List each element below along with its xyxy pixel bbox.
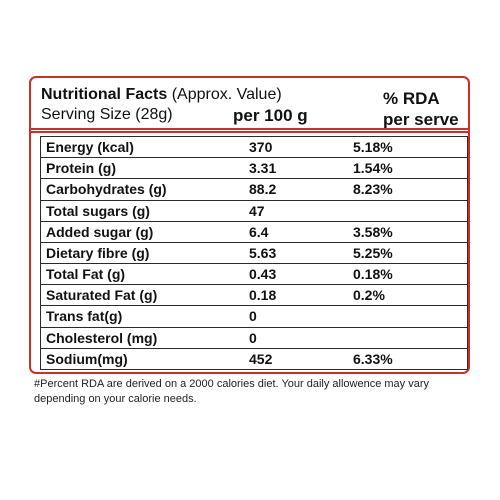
nutrient-name: Total sugars (g)	[40, 200, 249, 222]
nutrient-row: Carbohydrates (g) 88.2 8.23%	[40, 178, 468, 201]
nutrient-name: Dietary fibre (g)	[40, 242, 249, 265]
nutrient-row: Dietary fibre (g) 5.63 5.25%	[40, 242, 468, 265]
nutrient-rda: 5.18%	[353, 136, 468, 159]
nutrient-row: Cholesterol (mg) 0	[40, 327, 468, 349]
nutrient-name: Trans fat(g)	[40, 305, 249, 328]
nutrient-rda: 8.23%	[353, 178, 468, 201]
nutrient-rda: 0.18%	[353, 263, 468, 286]
nutrient-name: Total Fat (g)	[40, 263, 249, 286]
nutrition-panel	[29, 76, 470, 374]
nutrient-row: Trans fat(g) 0	[40, 305, 468, 328]
nutrient-per-100g: 452	[249, 350, 273, 367]
nutrient-rda: 0.2%	[353, 284, 468, 307]
rda-footnote: #Percent RDA are derived on a 2000 calor…	[34, 378, 430, 405]
nutrient-per-100g: 0	[249, 305, 353, 328]
nutrient-name: Energy (kcal)	[40, 136, 249, 159]
nutrient-rda: 1.54%	[353, 157, 468, 180]
nutrient-per-100g: 6.4	[249, 221, 353, 243]
nutrient-per-100g: 370	[249, 136, 353, 159]
nutrient-rda: 5.25%	[353, 242, 468, 265]
nutrient-row: Total sugars (g) 47	[40, 200, 468, 222]
nutrient-rda	[353, 200, 468, 222]
nutrient-per-100g: 47	[249, 200, 353, 222]
nutrient-name: Added sugar (g)	[40, 221, 249, 243]
title-bold: Nutritional Facts	[41, 86, 168, 103]
nutrient-per-100g: 0.43	[249, 263, 353, 286]
nutrient-name: Carbohydrates (g)	[40, 178, 249, 201]
nutrition-table: Energy (kcal) 370 5.18% Protein (g) 3.31 1.54…	[40, 136, 468, 370]
nutrient-per-100g: 88.2	[249, 178, 353, 201]
nutrient-rda: 3.58%	[353, 221, 468, 243]
nutrient-rda: 6.33%	[353, 350, 393, 367]
per-100g-header: per 100 g	[233, 106, 308, 125]
nutrient-name: Cholesterol (mg)	[40, 327, 249, 349]
nutrient-row: Energy (kcal) 370 5.18%	[40, 136, 468, 159]
nutrient-rda	[353, 305, 468, 328]
nutrient-row: Added sugar (g) 6.4 3.58%	[40, 221, 468, 243]
nutrient-name: Protein (g)	[40, 157, 249, 180]
nutrient-per-100g: 5.63	[249, 242, 353, 265]
nutrient-per-100g: 0	[249, 327, 353, 349]
nutrient-row: Saturated Fat (g) 0.18 0.2%	[40, 284, 468, 307]
rda-header: % RDA	[383, 89, 440, 108]
header-divider-top	[31, 128, 468, 130]
nutrient-row: Sodium(mg) 452 6.33%	[41, 348, 468, 369]
nutrient-name: Saturated Fat (g)	[40, 284, 249, 307]
nutrient-row: Protein (g) 3.31 1.54%	[40, 157, 468, 180]
nutrient-per-100g: 3.31	[249, 157, 353, 180]
serving-size: Serving Size (28g)	[41, 106, 173, 123]
nutrient-row: Total Fat (g) 0.43 0.18%	[40, 263, 468, 286]
rda-subheader: per serve	[383, 110, 459, 129]
panel-title: Nutritional Facts (Approx. Value)	[41, 86, 282, 104]
title-approx: (Approx. Value)	[171, 86, 282, 103]
nutrient-rda	[353, 327, 468, 349]
nutrient-name: Sodium(mg)	[46, 350, 128, 367]
header-divider-bottom	[31, 131, 468, 133]
nutrient-per-100g: 0.18	[249, 284, 353, 307]
